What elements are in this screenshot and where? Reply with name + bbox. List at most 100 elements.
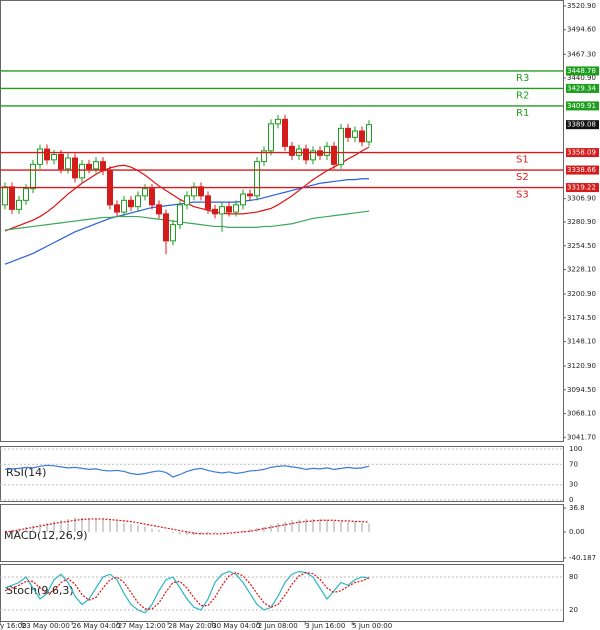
candle-body xyxy=(275,118,281,125)
level-tag xyxy=(566,83,599,93)
stoch-main xyxy=(4,570,370,614)
level-tag-label: 3338.66 xyxy=(567,166,596,174)
rsi-tick-label: 0 xyxy=(569,496,573,504)
level-name: R1 xyxy=(516,108,529,119)
candle-body xyxy=(16,199,22,210)
y-tick-label: 3440.90 xyxy=(567,74,596,82)
main-pane xyxy=(0,0,564,442)
candle-body xyxy=(177,204,183,226)
y-tick-label: 3200.90 xyxy=(567,290,596,298)
price-tag-label: 3389.08 xyxy=(567,121,596,129)
x-tick-label: 26 May 04:00 xyxy=(72,622,120,630)
y-tick-label: 3174.50 xyxy=(567,314,596,322)
candle-body xyxy=(86,163,92,170)
candle-body xyxy=(93,161,99,170)
candle-body xyxy=(2,186,8,206)
candle-body xyxy=(205,195,211,210)
level-name: S2 xyxy=(516,172,529,183)
candle-body xyxy=(352,130,358,138)
candle-body xyxy=(72,157,78,179)
candle-body xyxy=(366,124,372,143)
candle-body xyxy=(219,206,225,215)
candle-body xyxy=(100,161,106,172)
candle-body xyxy=(163,213,169,242)
macd-title: MACD(12,26,9) xyxy=(4,529,88,542)
level-tag xyxy=(566,101,599,111)
candle-body xyxy=(51,153,57,161)
candle-body xyxy=(114,204,120,213)
x-tick-label: 30 May 04:00 xyxy=(212,622,260,630)
y-tick-label: 3306.90 xyxy=(567,195,596,203)
level-tag-label: 3319.22 xyxy=(567,184,596,192)
candle-body xyxy=(310,150,316,161)
candle-body xyxy=(142,188,148,197)
candle-body xyxy=(37,148,43,165)
candle-body xyxy=(233,204,239,213)
level-tag xyxy=(566,165,599,175)
candle-body xyxy=(128,199,134,208)
candle-body xyxy=(345,127,351,138)
candle-body xyxy=(198,186,204,197)
rsi-tick-label: 30 xyxy=(569,481,578,489)
x-tick-label: 23 May 00:00 xyxy=(22,622,70,630)
level-name: R3 xyxy=(516,73,529,84)
candle-body xyxy=(30,163,36,190)
candle-body xyxy=(212,208,218,215)
macd-tick-label: -40.187 xyxy=(569,554,596,562)
candle-body xyxy=(121,199,127,213)
candle-body xyxy=(359,130,365,143)
candle-body xyxy=(268,123,274,152)
rsi-title: RSI(14) xyxy=(6,466,46,479)
rsi-line xyxy=(4,464,370,478)
stoch-tick-label: 20 xyxy=(569,606,578,614)
candle-body xyxy=(191,186,197,197)
candle-body xyxy=(282,118,288,147)
level-tag-label: 3358.09 xyxy=(567,149,596,157)
y-tick-label: 3254.50 xyxy=(567,242,596,250)
level-name: R2 xyxy=(516,90,529,101)
y-tick-label: 3494.60 xyxy=(567,26,596,34)
pane-frames xyxy=(0,0,564,622)
candle-body xyxy=(184,195,190,206)
stoch-pane xyxy=(0,564,564,622)
level-tag xyxy=(566,66,599,76)
x-tick-label: 3 Jun 16:00 xyxy=(305,622,345,630)
rsi-tick-label: 100 xyxy=(569,445,582,453)
candle-body xyxy=(44,148,50,161)
y-tick-label: 3094.50 xyxy=(567,386,596,394)
x-tick-label: y 16:00 xyxy=(0,622,27,630)
stoch-signal xyxy=(4,571,370,610)
x-tick-label: 2 Jun 08:00 xyxy=(258,622,298,630)
macd-pane xyxy=(0,504,564,562)
x-tick-label: 28 May 20:00 xyxy=(168,622,216,630)
y-tick-label: 3068.10 xyxy=(567,410,596,418)
stoch-tick-label: 80 xyxy=(569,573,578,581)
candle-body xyxy=(170,224,176,242)
level-tag-label: 3409.91 xyxy=(567,102,596,110)
candle-body xyxy=(261,150,267,163)
candle-body xyxy=(58,153,64,170)
candle-body xyxy=(240,193,246,206)
candle-body xyxy=(9,186,15,210)
rsi-pane xyxy=(0,446,564,502)
level-tag xyxy=(566,148,599,158)
candle-body xyxy=(247,193,253,197)
level-name: S3 xyxy=(516,190,529,201)
y-tick-label: 3148.10 xyxy=(567,338,596,346)
candle-body xyxy=(226,206,232,213)
candle-body xyxy=(324,145,330,156)
candle-body xyxy=(23,188,29,201)
candle-body xyxy=(156,204,162,215)
y-tick-label: 3467.30 xyxy=(567,50,596,58)
y-tick-label: 3120.90 xyxy=(567,362,596,370)
candle-body xyxy=(135,195,141,208)
moving-average xyxy=(4,210,370,231)
candle-body xyxy=(79,163,85,179)
macd-tick-label: 36.8 xyxy=(569,504,585,512)
y-tick-label: 3520.90 xyxy=(567,2,596,10)
candle-body xyxy=(289,145,295,156)
x-tick-label: 27 May 12:00 xyxy=(118,622,166,630)
candle-body xyxy=(149,188,155,206)
